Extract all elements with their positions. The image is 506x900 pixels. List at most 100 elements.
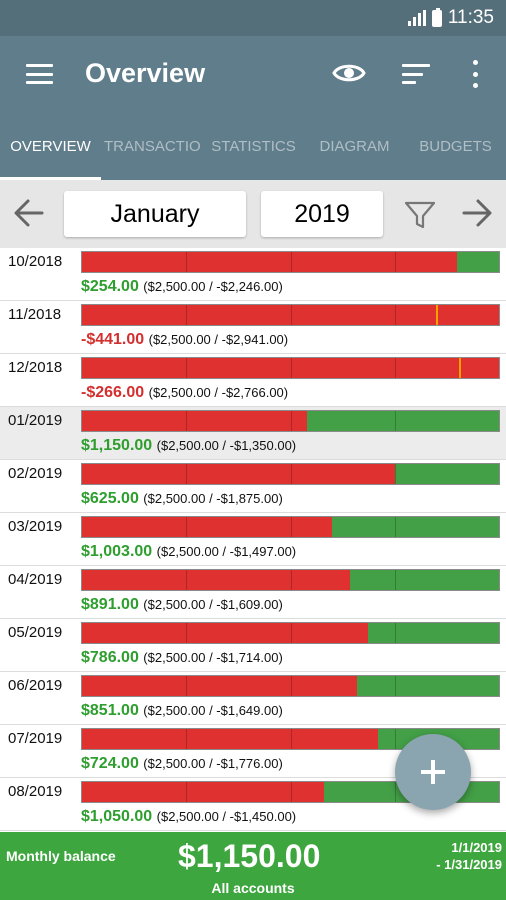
month-label: 12/2018	[8, 359, 63, 376]
footer-date-range: 1/1/2019 - 1/31/2019	[436, 839, 502, 873]
bar-grid-line	[186, 623, 188, 643]
month-row[interactable]: 01/2019 $1,150.00 ($2,500.00 / -$1,350.00…	[0, 407, 506, 460]
balance-bar	[81, 304, 500, 326]
bar-grid-line	[186, 464, 188, 484]
expense-fill	[82, 782, 324, 802]
month-row[interactable]: 12/2018 -$266.00 ($2,500.00 / -$2,766.00)	[0, 354, 506, 407]
bar-grid-line	[394, 623, 396, 643]
bar-grid-line	[290, 623, 292, 643]
period-selector: January 2019	[0, 180, 506, 248]
income-limit-marker	[436, 305, 439, 325]
footer-balance: $1,150.00	[178, 838, 321, 874]
income-expense-detail: ($2,500.00 / -$1,875.00)	[143, 491, 283, 506]
menu-icon[interactable]	[26, 64, 53, 84]
bar-grid-line	[394, 411, 396, 431]
balance-bar	[81, 622, 500, 644]
balance-text: $1,150.00 ($2,500.00 / -$1,350.00)	[81, 437, 296, 455]
expense-fill	[82, 729, 379, 749]
month-label: 02/2019	[8, 465, 63, 482]
month-selector[interactable]: January	[64, 191, 246, 237]
page-title: Overview	[85, 58, 206, 88]
income-expense-detail: ($2,500.00 / -$1,714.00)	[143, 650, 283, 665]
filter-icon[interactable]	[404, 200, 436, 230]
bar-grid-line	[186, 252, 188, 272]
tab-transactions[interactable]: TRANSACTIONS	[104, 138, 200, 155]
expense-fill	[82, 411, 308, 431]
bar-grid-line	[290, 305, 292, 325]
bar-grid-line	[186, 729, 188, 749]
tab-diagram[interactable]: DIAGRAM	[319, 138, 390, 155]
arrow-right-icon[interactable]	[460, 196, 494, 230]
balance-bar	[81, 569, 500, 591]
expense-fill	[82, 305, 499, 325]
income-limit-marker	[458, 358, 461, 378]
month-row[interactable]: 11/2018 -$441.00 ($2,500.00 / -$2,941.00)	[0, 301, 506, 354]
add-icon	[421, 760, 445, 784]
bar-grid-line	[290, 782, 292, 802]
footer-label: Monthly balance	[6, 848, 116, 864]
balance-text: $786.00 ($2,500.00 / -$1,714.00)	[81, 649, 283, 667]
expense-fill	[82, 676, 358, 696]
balance-amount: $724.00	[81, 755, 139, 772]
balance-text: $724.00 ($2,500.00 / -$1,776.00)	[81, 755, 283, 773]
balance-amount: $1,150.00	[81, 437, 153, 454]
income-expense-detail: ($2,500.00 / -$1,497.00)	[156, 544, 297, 559]
balance-amount: $1,050.00	[81, 808, 153, 825]
month-row[interactable]: 03/2019 $1,003.00 ($2,500.00 / -$1,497.00…	[0, 513, 506, 566]
bar-grid-line	[186, 358, 188, 378]
expense-fill	[82, 517, 332, 537]
expense-fill	[82, 570, 351, 590]
month-label: 08/2019	[8, 783, 63, 800]
balance-text: $891.00 ($2,500.00 / -$1,609.00)	[81, 596, 283, 614]
month-row[interactable]: 06/2019 $851.00 ($2,500.00 / -$1,649.00)	[0, 672, 506, 725]
sort-icon[interactable]	[402, 64, 430, 84]
balance-amount: $1,003.00	[81, 543, 153, 560]
footer-accounts: All accounts	[211, 880, 295, 896]
bar-grid-line	[394, 358, 396, 378]
balance-amount: $786.00	[81, 649, 139, 666]
balance-bar	[81, 781, 500, 803]
bar-grid-line	[290, 517, 292, 537]
bar-grid-line	[394, 252, 396, 272]
bar-grid-line	[186, 305, 188, 325]
bar-grid-line	[290, 729, 292, 749]
signal-icon	[407, 10, 426, 26]
month-row[interactable]: 05/2019 $786.00 ($2,500.00 / -$1,714.00)	[0, 619, 506, 672]
bar-grid-line	[290, 464, 292, 484]
expense-fill	[82, 464, 395, 484]
balance-bar	[81, 410, 500, 432]
balance-text: $1,050.00 ($2,500.00 / -$1,450.00)	[81, 808, 296, 826]
month-label: 10/2018	[8, 253, 63, 270]
balance-text: $625.00 ($2,500.00 / -$1,875.00)	[81, 490, 283, 508]
balance-bar	[81, 357, 500, 379]
income-expense-detail: ($2,500.00 / -$1,450.00)	[156, 809, 297, 824]
month-label: 03/2019	[8, 518, 63, 535]
tab-indicator	[0, 177, 101, 180]
month-row[interactable]: 02/2019 $625.00 ($2,500.00 / -$1,875.00)	[0, 460, 506, 513]
eye-icon[interactable]	[332, 60, 366, 86]
more-vert-icon[interactable]	[472, 60, 478, 88]
income-expense-detail: ($2,500.00 / -$1,776.00)	[143, 756, 283, 771]
month-row[interactable]: 10/2018 $254.00 ($2,500.00 / -$2,246.00)	[0, 248, 506, 301]
year-selector[interactable]: 2019	[261, 191, 383, 237]
balance-amount: -$266.00	[81, 384, 145, 401]
status-time: 11:35	[447, 7, 494, 28]
income-expense-detail: ($2,500.00 / -$2,246.00)	[143, 279, 283, 294]
month-row[interactable]: 04/2019 $891.00 ($2,500.00 / -$1,609.00)	[0, 566, 506, 619]
bar-grid-line	[394, 676, 396, 696]
balance-text: $1,003.00 ($2,500.00 / -$1,497.00)	[81, 543, 296, 561]
balance-amount: $891.00	[81, 596, 139, 613]
income-expense-detail: ($2,500.00 / -$2,766.00)	[148, 385, 289, 400]
month-label: 06/2019	[8, 677, 63, 694]
month-label: 04/2019	[8, 571, 63, 588]
tab-budgets[interactable]: BUDGETS	[419, 138, 492, 155]
tab-statistics[interactable]: STATISTICS	[211, 138, 296, 155]
month-label: 01/2019	[8, 412, 63, 429]
bar-grid-line	[290, 676, 292, 696]
bar-grid-line	[186, 517, 188, 537]
status-right: 11:35	[407, 7, 494, 29]
tab-overview[interactable]: OVERVIEW	[10, 138, 91, 155]
add-button[interactable]	[395, 734, 471, 810]
battery-icon	[431, 7, 442, 27]
arrow-left-icon[interactable]	[12, 196, 46, 230]
